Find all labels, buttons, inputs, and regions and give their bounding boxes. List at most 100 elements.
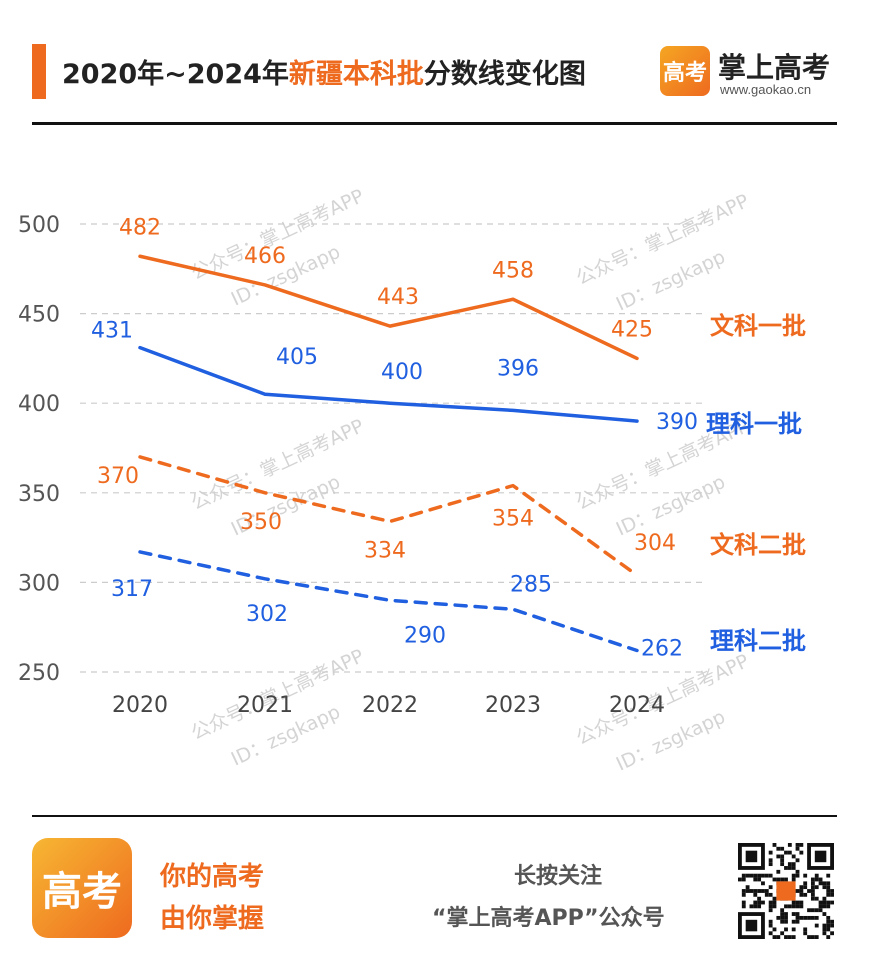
qr-finder <box>814 850 827 863</box>
series-label-wenke-erpi: 文科二批 <box>710 531 806 559</box>
qr-module <box>826 923 831 928</box>
qr-module <box>799 850 804 855</box>
qr-module <box>830 931 834 936</box>
qr-module <box>810 877 815 882</box>
qr-module <box>795 915 800 920</box>
qr-module <box>741 873 746 878</box>
qr-module <box>768 900 773 905</box>
data-label-like-erpi: 285 <box>510 572 552 597</box>
y-tick-label: 350 <box>18 482 60 507</box>
qr-module <box>791 866 796 870</box>
qr-module <box>784 915 788 920</box>
qr-module <box>818 908 823 913</box>
qr-module <box>810 896 815 901</box>
qr-module <box>780 919 785 924</box>
qr-center-logo <box>776 881 796 901</box>
qr-module <box>768 892 773 897</box>
qr-module <box>780 858 785 863</box>
qr-module <box>768 862 773 867</box>
qr-module <box>776 915 781 920</box>
x-tick-label: 2024 <box>609 693 665 718</box>
qr-module <box>772 904 777 909</box>
y-tick-label: 400 <box>18 392 60 417</box>
qr-module <box>757 904 762 909</box>
title-highlight: 新疆本科批 <box>288 59 424 90</box>
qr-module <box>738 877 742 882</box>
y-tick-label: 500 <box>18 213 60 238</box>
app-logo-icon: 高考 <box>32 838 132 938</box>
qr-module <box>757 877 762 882</box>
qr-module <box>822 900 827 905</box>
qr-module <box>807 915 811 920</box>
qr-module <box>791 900 796 905</box>
qr-module <box>780 877 785 882</box>
qr-module <box>772 935 777 939</box>
qr-module <box>749 904 754 909</box>
qr-module <box>795 869 800 874</box>
qr-module <box>791 912 796 916</box>
qr-module <box>772 843 777 847</box>
qr-module <box>795 900 800 905</box>
x-tick-label: 2023 <box>485 693 541 718</box>
y-tick-label: 250 <box>18 661 60 686</box>
qr-module <box>776 877 781 882</box>
qr-module <box>826 904 831 909</box>
qr-module <box>757 896 762 901</box>
qr-module <box>810 889 815 893</box>
qr-module <box>784 935 788 939</box>
data-label-wenke-yipi: 482 <box>119 215 161 240</box>
qr-module <box>784 850 788 855</box>
qr-module <box>803 927 808 932</box>
qr-module <box>826 881 831 886</box>
qr-module <box>780 908 785 913</box>
title-suffix: 分数线变化图 <box>423 59 586 90</box>
qr-module <box>830 923 834 928</box>
x-tick-label: 2021 <box>237 693 293 718</box>
qr-module <box>753 904 758 909</box>
qr-module <box>757 889 762 893</box>
qr-module <box>753 892 758 897</box>
qr-module <box>768 873 773 878</box>
qr-module <box>810 885 815 890</box>
qr-module <box>803 873 808 878</box>
data-label-wenke-yipi: 425 <box>611 317 653 342</box>
qr-module <box>784 877 788 882</box>
qr-module <box>803 881 808 886</box>
qr-module <box>822 885 827 890</box>
qr-module <box>795 919 800 924</box>
qr-module <box>772 900 777 905</box>
qr-module <box>764 873 769 878</box>
qr-module <box>741 877 746 882</box>
qr-module <box>768 923 773 928</box>
qr-module <box>795 843 800 847</box>
qr-module <box>799 843 804 847</box>
qr-module <box>814 923 819 928</box>
qr-module <box>753 873 758 878</box>
qr-module <box>768 908 773 913</box>
title-accent-bar <box>32 44 46 99</box>
qr-module <box>795 846 800 851</box>
qr-module <box>787 866 792 870</box>
series-line-wenke-yipi <box>138 254 639 361</box>
data-label-like-yipi: 390 <box>656 410 698 435</box>
qr-module <box>768 850 773 855</box>
qr-module <box>830 919 834 924</box>
qr-module <box>791 927 796 932</box>
data-label-like-erpi: 302 <box>246 602 288 627</box>
qr-module <box>787 862 792 867</box>
qr-module <box>780 912 785 916</box>
header-divider <box>32 122 837 125</box>
qr-module <box>818 881 823 886</box>
qr-module <box>745 889 750 893</box>
qr-module <box>818 900 823 905</box>
qr-module <box>803 885 808 890</box>
qr-module <box>768 858 773 863</box>
qr-module <box>753 889 758 893</box>
qr-module <box>799 904 804 909</box>
qr-finder <box>745 850 758 863</box>
brand-name: 掌上高考 <box>718 51 831 84</box>
series-line-like-erpi <box>138 550 639 653</box>
qr-module <box>814 908 819 913</box>
qr-module <box>822 931 827 936</box>
qr-module <box>814 877 819 882</box>
